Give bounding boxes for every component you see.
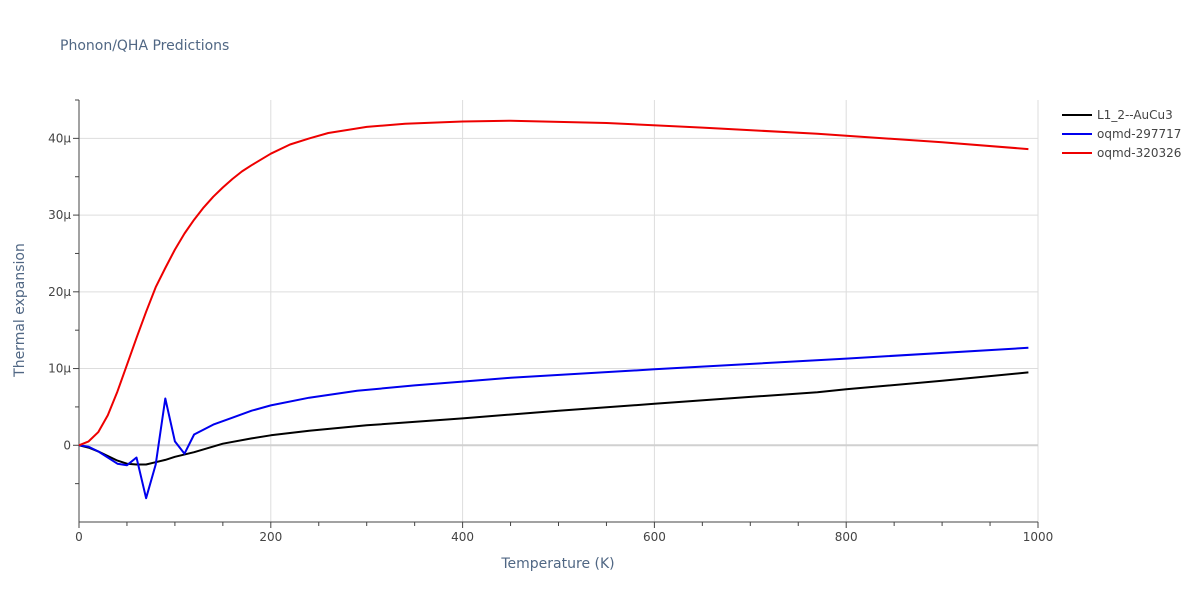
x-axis-title: Temperature (K) xyxy=(500,556,614,572)
legend-label: L1_2--AuCu3 xyxy=(1097,108,1173,122)
y-tick-label: 20μ xyxy=(48,285,71,299)
y-axis-ticks: 0 10μ 20μ 30μ 40μ xyxy=(48,99,79,485)
x-tick-label: 600 xyxy=(643,530,666,544)
legend-label: oqmd-320326 xyxy=(1097,146,1181,160)
gridlines xyxy=(79,100,1039,522)
x-tick-label: 400 xyxy=(451,530,474,544)
y-tick-label: 0 xyxy=(63,438,71,452)
legend-item[interactable]: oqmd-320326 xyxy=(1062,146,1181,160)
series-line-2 xyxy=(78,119,1029,447)
legend: L1_2--AuCu3 oqmd-297717 oqmd-320326 xyxy=(1062,108,1181,160)
x-axis-ticks: 0 200 400 600 800 1000 xyxy=(75,522,1053,544)
legend-label: oqmd-297717 xyxy=(1097,127,1181,141)
series-line-1 xyxy=(78,346,1029,500)
legend-item[interactable]: L1_2--AuCu3 xyxy=(1062,108,1173,122)
y-tick-label: 30μ xyxy=(48,208,71,222)
axes xyxy=(78,100,1038,523)
y-tick-label: 40μ xyxy=(48,131,71,145)
legend-item[interactable]: oqmd-297717 xyxy=(1062,127,1181,141)
series-lines xyxy=(78,119,1029,500)
chart-title: Phonon/QHA Predictions xyxy=(60,38,229,54)
x-tick-label: 800 xyxy=(835,530,858,544)
x-tick-label: 1000 xyxy=(1023,530,1054,544)
y-axis-title: Thermal expansion xyxy=(12,243,28,378)
series-line-0 xyxy=(78,371,1029,466)
y-tick-label: 10μ xyxy=(48,362,71,376)
x-tick-label: 200 xyxy=(259,530,282,544)
x-tick-label: 0 xyxy=(75,530,83,544)
